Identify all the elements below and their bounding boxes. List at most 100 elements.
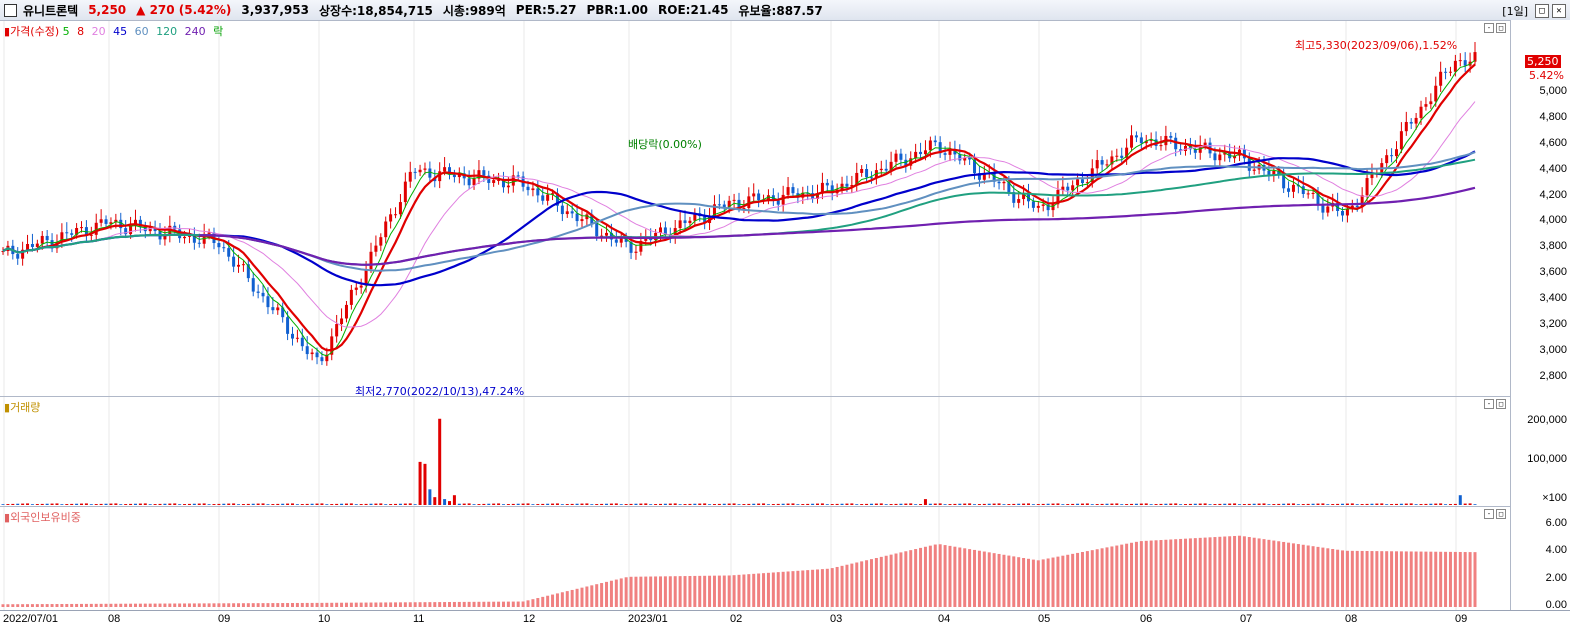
candle-body bbox=[448, 167, 452, 175]
candle-body bbox=[816, 193, 820, 199]
volume-bar bbox=[1242, 504, 1246, 505]
candle-body bbox=[825, 182, 829, 186]
foreign-ownership-pane[interactable]: ▮외국인보유비중 - □ bbox=[0, 506, 1510, 611]
volume-bar bbox=[1365, 503, 1369, 505]
foreign-bar bbox=[1301, 544, 1305, 607]
maximize-icon[interactable]: □ bbox=[1535, 4, 1549, 18]
volume-bar bbox=[129, 503, 133, 505]
foreign-bar bbox=[1, 604, 5, 607]
candle-body bbox=[1002, 181, 1006, 184]
candle-body bbox=[1429, 101, 1433, 105]
foreign-bar bbox=[879, 556, 883, 607]
volume-bar bbox=[1061, 504, 1065, 505]
volume-bar bbox=[369, 503, 373, 505]
period-selector[interactable]: [1일] bbox=[1502, 5, 1528, 18]
candle-body bbox=[1223, 152, 1227, 155]
foreign-bar bbox=[1174, 539, 1178, 607]
maximize-icon[interactable]: □ bbox=[1496, 399, 1506, 409]
volume-bar bbox=[330, 504, 334, 505]
volume-bar bbox=[462, 503, 466, 505]
maximize-icon[interactable]: □ bbox=[1496, 23, 1506, 33]
candle-body bbox=[335, 324, 339, 337]
volume-bar bbox=[923, 499, 927, 505]
candle-body bbox=[526, 186, 530, 191]
candle-body bbox=[119, 219, 123, 229]
volume-bar bbox=[668, 503, 672, 505]
foreign-bar bbox=[1120, 544, 1124, 607]
candle-body bbox=[1022, 194, 1026, 200]
price-axis: 5,250 5.42% 5,000 4,800 4,600 4,400 4,200 4,0… bbox=[1510, 20, 1570, 396]
foreign-bar bbox=[1144, 540, 1148, 607]
volume-bar bbox=[658, 503, 662, 505]
foreign-bar bbox=[860, 561, 864, 607]
maximize-icon[interactable]: □ bbox=[1496, 509, 1506, 519]
y-tick-label: 4,600 bbox=[1539, 136, 1567, 149]
candle-body bbox=[1095, 160, 1099, 169]
candle-body bbox=[374, 245, 378, 252]
foreign-bar bbox=[521, 601, 525, 607]
foreign-bar bbox=[1453, 551, 1457, 607]
volume-bar bbox=[394, 503, 398, 505]
foreign-bar bbox=[609, 580, 613, 607]
foreign-bar bbox=[1100, 548, 1104, 607]
foreign-bar bbox=[398, 602, 402, 607]
foreign-bar bbox=[683, 576, 687, 607]
y-tick-label: 3,000 bbox=[1539, 344, 1567, 357]
volume-bar bbox=[1473, 504, 1477, 505]
volume-bar bbox=[1409, 503, 1413, 505]
volume-bar bbox=[1184, 504, 1188, 505]
foreign-bar bbox=[1022, 557, 1026, 607]
foreign-bar bbox=[766, 572, 770, 607]
select-checkbox[interactable] bbox=[4, 3, 17, 17]
foreign-bar bbox=[1090, 550, 1094, 607]
volume-bar bbox=[487, 503, 491, 505]
candle-body bbox=[227, 248, 231, 257]
foreign-bar bbox=[472, 601, 476, 607]
volume-bar bbox=[570, 503, 574, 505]
foreign-bar bbox=[497, 601, 501, 607]
candle-body bbox=[1061, 186, 1065, 190]
foreign-bar bbox=[1272, 540, 1276, 607]
volume-pane[interactable]: ▮거래량 - □ bbox=[0, 396, 1510, 507]
candle-body bbox=[1046, 204, 1050, 211]
candle-body bbox=[1012, 192, 1016, 203]
candle-body bbox=[619, 237, 623, 243]
volume-bar bbox=[1022, 503, 1026, 505]
volume-bar bbox=[1169, 503, 1173, 505]
volume-bar bbox=[55, 503, 59, 505]
foreign-legend: ▮외국인보유비중 bbox=[4, 511, 81, 524]
minimize-icon[interactable]: - bbox=[1484, 23, 1494, 33]
foreign-bar bbox=[335, 602, 339, 607]
volume-bar bbox=[251, 503, 255, 505]
candle-body bbox=[438, 171, 442, 182]
foreign-bar bbox=[1213, 537, 1217, 607]
minimize-icon[interactable]: - bbox=[1484, 399, 1494, 409]
volume-bar bbox=[1031, 504, 1035, 505]
volume-bar bbox=[1331, 504, 1335, 505]
candle-body bbox=[217, 242, 221, 248]
candle-body bbox=[506, 185, 510, 188]
foreign-bar bbox=[1228, 536, 1232, 607]
foreign-bar bbox=[928, 545, 932, 607]
volume-bar bbox=[1017, 503, 1021, 505]
close-icon[interactable]: ✕ bbox=[1552, 4, 1566, 18]
candle-body bbox=[634, 251, 638, 253]
foreign-bar bbox=[619, 578, 623, 607]
volume-bar bbox=[1439, 503, 1443, 505]
foreign-bar bbox=[1419, 551, 1423, 607]
candle-body bbox=[1120, 155, 1124, 158]
foreign-bar bbox=[1066, 554, 1070, 607]
foreign-bar bbox=[791, 571, 795, 607]
candle-body bbox=[138, 219, 142, 227]
candle-body bbox=[1149, 139, 1153, 141]
volume-legend-title: 거래량 bbox=[10, 401, 41, 414]
x-tick-label: 08 bbox=[1345, 613, 1358, 625]
foreign-bar bbox=[232, 603, 236, 607]
minimize-icon[interactable]: - bbox=[1484, 509, 1494, 519]
legend-price-title: 가격(수정) bbox=[10, 25, 60, 38]
candle-body bbox=[1434, 85, 1438, 102]
foreign-bar bbox=[315, 602, 319, 607]
volume-bar bbox=[21, 503, 25, 505]
candle-body bbox=[1301, 186, 1305, 194]
price-chart-pane[interactable]: ▮가격(수정) 5 8 20 45 60 120 240 락 최고5,330(2… bbox=[0, 20, 1510, 398]
